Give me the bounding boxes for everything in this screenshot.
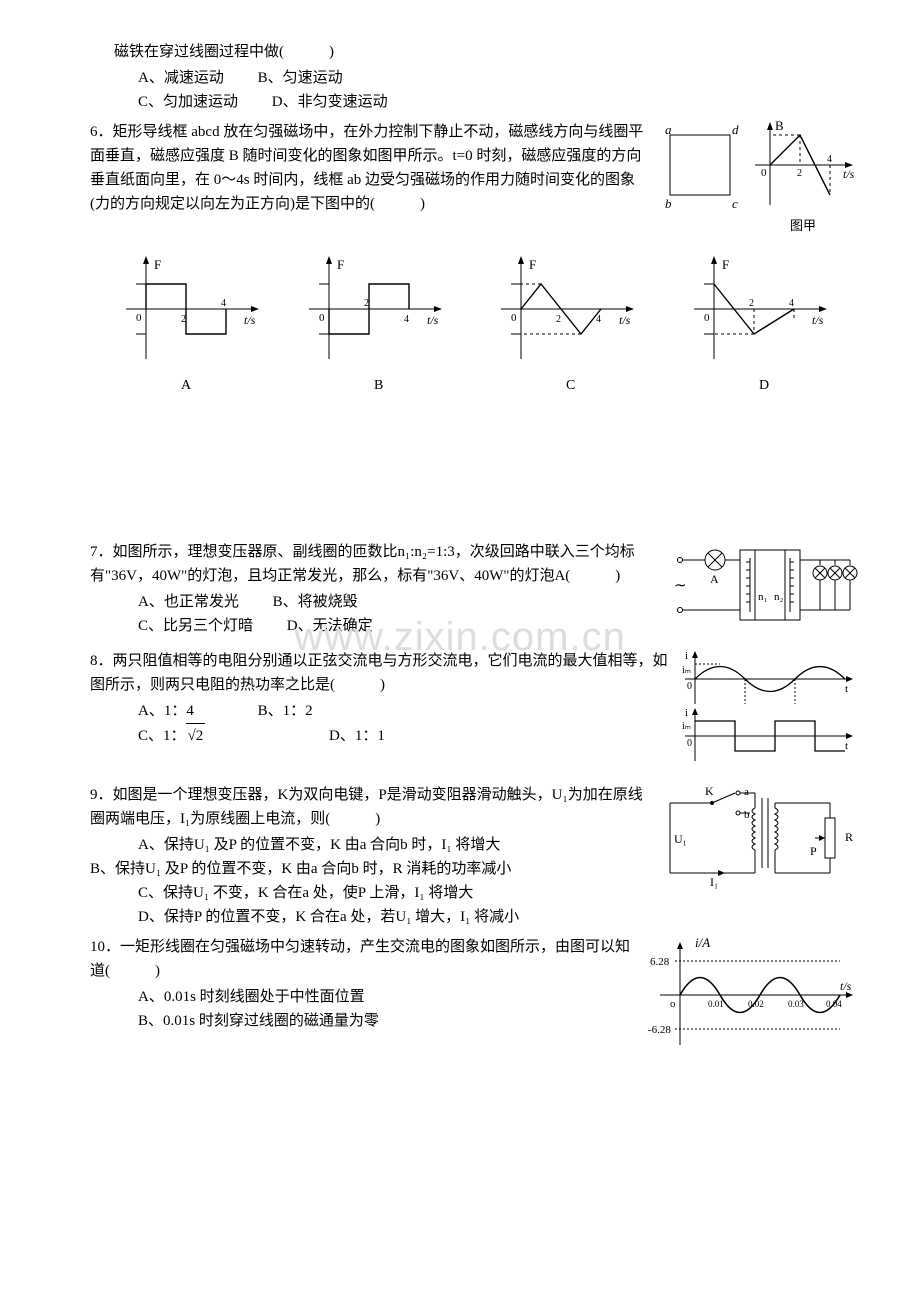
- q5-options: A、减速运动 B、匀速运动 C、匀加速运动 D、非匀变速运动: [90, 66, 860, 114]
- svg-text:0.04: 0.04: [826, 999, 842, 1009]
- axis-t: t/s: [843, 167, 855, 181]
- question-6: a d b c B t/s 0 2 4 图甲 6: [90, 120, 860, 394]
- svg-text:∼: ∼: [674, 578, 687, 594]
- q8-figure: i iₘ 0 t i iₘ 0 t: [680, 649, 860, 777]
- q8-opt-b: B、1：2: [258, 699, 313, 723]
- svg-text:n₁: n₁: [758, 591, 768, 603]
- q6-choice-b: F t/s 0 2 4 B: [299, 254, 459, 394]
- q7-opt-b: B、将被烧毁: [273, 590, 358, 614]
- svg-text:iₘ: iₘ: [682, 721, 691, 732]
- label-d: d: [732, 122, 739, 137]
- svg-text:t/s: t/s: [840, 979, 852, 993]
- svg-text:i: i: [685, 650, 688, 662]
- q5-opt-c: C、匀加速运动: [138, 90, 238, 114]
- svg-text:4: 4: [404, 314, 409, 325]
- svg-text:t/s: t/s: [427, 313, 439, 327]
- svg-text:i: i: [685, 707, 688, 719]
- question-5: 磁铁在穿过线圈过程中做( ) A、减速运动 B、匀速运动 C、匀加速运动 D、非…: [90, 40, 860, 114]
- tick-2: 2: [797, 168, 802, 179]
- svg-text:K: K: [705, 784, 714, 798]
- q5-opt-a: A、减速运动: [138, 66, 224, 90]
- q6-choice-a: F t/s 0 2 4 A: [106, 254, 266, 394]
- label-b: b: [665, 196, 672, 211]
- svg-text:C: C: [566, 378, 575, 393]
- q5-stem: 磁铁在穿过线圈过程中做( ): [90, 40, 860, 64]
- svg-text:n₂: n₂: [774, 591, 784, 603]
- svg-text:0.02: 0.02: [748, 999, 764, 1009]
- svg-text:D: D: [759, 378, 769, 393]
- svg-text:U₁: U₁: [674, 832, 687, 846]
- svg-text:F: F: [337, 257, 344, 272]
- svg-text:2: 2: [181, 314, 186, 325]
- svg-text:t: t: [845, 683, 848, 695]
- svg-text:0: 0: [704, 312, 710, 324]
- q7-opt-d: D、无法确定: [287, 614, 373, 638]
- question-7: ∼ A n₁ n₂: [90, 540, 860, 643]
- svg-text:F: F: [154, 257, 161, 272]
- svg-text:P: P: [810, 844, 817, 858]
- svg-text:4: 4: [596, 314, 601, 325]
- q10-figure: i/A t/s o 6.28 -6.28 0.01 0.02 0.03 0.04: [640, 935, 860, 1063]
- svg-text:I₁: I₁: [710, 875, 718, 889]
- svg-text:t/s: t/s: [244, 313, 256, 327]
- svg-text:4: 4: [789, 298, 794, 309]
- svg-text:b: b: [744, 809, 750, 821]
- label-c: c: [732, 196, 738, 211]
- svg-text:i/A: i/A: [695, 935, 710, 950]
- svg-text:2: 2: [749, 298, 754, 309]
- svg-text:0: 0: [687, 738, 692, 749]
- svg-text:t: t: [845, 740, 848, 752]
- fig-caption: 图甲: [790, 218, 816, 233]
- q5-opt-d: D、非匀变速运动: [272, 90, 388, 114]
- svg-text:0.01: 0.01: [708, 999, 724, 1009]
- svg-text:6.28: 6.28: [650, 956, 670, 968]
- svg-text:t/s: t/s: [619, 313, 631, 327]
- q6-figure-caption-svg: a d b c B t/s 0 2 4 图甲: [660, 120, 860, 240]
- q7-figure: ∼ A n₁ n₂: [670, 540, 860, 643]
- q7-opt-c: C、比另三个灯暗: [138, 614, 253, 638]
- svg-text:t/s: t/s: [812, 313, 824, 327]
- svg-text:-6.28: -6.28: [648, 1024, 671, 1036]
- svg-text:B: B: [374, 378, 383, 393]
- svg-text:iₘ: iₘ: [682, 665, 691, 676]
- svg-text:0: 0: [511, 312, 517, 324]
- svg-text:0: 0: [319, 312, 325, 324]
- svg-text:F: F: [722, 257, 729, 272]
- q5-opt-b: B、匀速运动: [258, 66, 343, 90]
- axis-B: B: [775, 120, 784, 133]
- q7-opt-a: A、也正常发光: [138, 590, 239, 614]
- svg-text:2: 2: [364, 298, 369, 309]
- label-a: a: [665, 122, 672, 137]
- q8-opt-d: D、1：1: [329, 724, 385, 748]
- q6-choice-d: F t/s 0 2 4 D: [684, 254, 844, 394]
- svg-text:R: R: [845, 830, 853, 844]
- q6-choice-c: F t/s 0 2 4 C: [491, 254, 651, 394]
- q6-choices-row: F t/s 0 2 4 A F t/: [90, 254, 860, 394]
- q6-figure-caption-area: a d b c B t/s 0 2 4 图甲: [660, 120, 860, 248]
- svg-text:F: F: [529, 257, 536, 272]
- question-9: K a b U₁ I₁ P: [90, 783, 860, 929]
- question-10: i/A t/s o 6.28 -6.28 0.01 0.02 0.03 0.04…: [90, 935, 860, 1063]
- q9-figure: K a b U₁ I₁ P: [660, 783, 860, 901]
- svg-text:0: 0: [136, 312, 142, 324]
- question-8: i iₘ 0 t i iₘ 0 t 8．两只阻值相等的电阻分别通以正弦交流电与方…: [90, 649, 860, 777]
- tick-4: 4: [827, 154, 832, 165]
- svg-text:2: 2: [556, 314, 561, 325]
- q9-opt-d: D、保持P 的位置不变，K 合在a 处，若U₁ 增大，I₁ 将减小: [138, 905, 860, 929]
- q8-opt-a: A、1：4: [138, 699, 194, 723]
- svg-text:o: o: [670, 998, 676, 1010]
- svg-text:0.03: 0.03: [788, 999, 804, 1009]
- svg-text:0: 0: [687, 681, 692, 692]
- svg-text:4: 4: [221, 298, 226, 309]
- q6-origin: 0: [761, 167, 767, 179]
- svg-text:a: a: [744, 786, 749, 798]
- q8-opt-c: C、1：√2: [138, 723, 265, 748]
- svg-text:A: A: [710, 572, 719, 586]
- svg-text:A: A: [181, 378, 192, 393]
